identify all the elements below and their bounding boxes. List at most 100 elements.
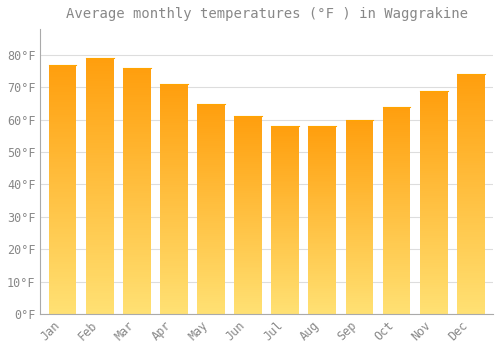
Bar [308,179,336,181]
Bar [457,158,484,161]
Bar [457,247,484,249]
Bar [308,278,336,280]
Bar [197,295,225,297]
Bar [346,244,374,246]
Bar [160,279,188,282]
Bar [457,173,484,175]
Bar [123,176,150,178]
Bar [86,296,114,299]
Bar [160,289,188,291]
Bar [197,266,225,268]
Bar [48,65,76,67]
Bar [234,174,262,176]
Bar [234,160,262,162]
Bar [272,169,299,171]
Bar [457,132,484,134]
Bar [382,109,410,111]
Bar [86,58,114,61]
Bar [86,135,114,138]
Bar [346,248,374,250]
Bar [420,140,448,142]
Bar [308,306,336,308]
Bar [308,229,336,231]
Bar [197,144,225,146]
Bar [308,130,336,132]
Bar [272,241,299,243]
Bar [86,194,114,196]
Bar [308,143,336,145]
Bar [420,198,448,200]
Bar [457,108,484,110]
Bar [420,292,448,294]
Bar [234,300,262,302]
Bar [123,68,150,70]
Bar [48,85,76,87]
Bar [197,175,225,177]
Bar [272,138,299,139]
Bar [48,174,76,177]
Bar [346,302,374,304]
Bar [346,159,374,160]
Bar [308,194,336,196]
Bar [308,237,336,239]
Bar [346,308,374,310]
Bar [420,243,448,245]
Bar [160,137,188,139]
Bar [234,268,262,271]
Bar [197,289,225,291]
Bar [197,114,225,116]
Bar [346,180,374,182]
Bar [308,301,336,303]
Bar [420,276,448,278]
Bar [48,167,76,169]
Bar [123,297,150,299]
Bar [234,257,262,259]
Bar [272,306,299,308]
Bar [457,163,484,166]
Bar [160,300,188,302]
Bar [346,188,374,190]
Bar [382,217,410,219]
Bar [420,211,448,213]
Bar [48,117,76,119]
Bar [346,273,374,275]
Bar [86,227,114,230]
Bar [382,287,410,289]
Bar [86,86,114,89]
Bar [160,130,188,132]
Bar [86,150,114,153]
Bar [272,212,299,215]
Bar [382,119,410,121]
Bar [197,141,225,144]
Bar [86,286,114,288]
Bar [272,167,299,169]
Bar [160,210,188,213]
Bar [86,275,114,278]
Bar [160,266,188,268]
Bar [420,269,448,272]
Bar [48,152,76,154]
Bar [86,127,114,130]
Bar [160,236,188,238]
Bar [234,154,262,156]
Bar [234,146,262,148]
Bar [457,170,484,173]
Bar [420,245,448,247]
Bar [420,169,448,171]
Bar [86,304,114,306]
Bar [346,195,374,197]
Bar [48,312,76,314]
Bar [197,190,225,192]
Bar [457,242,484,244]
Bar [123,208,150,211]
Bar [272,293,299,295]
Bar [346,246,374,248]
Bar [123,240,150,243]
Bar [48,286,76,289]
Bar [123,100,150,102]
Bar [457,77,484,79]
Bar [160,302,188,305]
Bar [457,187,484,189]
Bar [272,134,299,135]
Bar [86,61,114,63]
